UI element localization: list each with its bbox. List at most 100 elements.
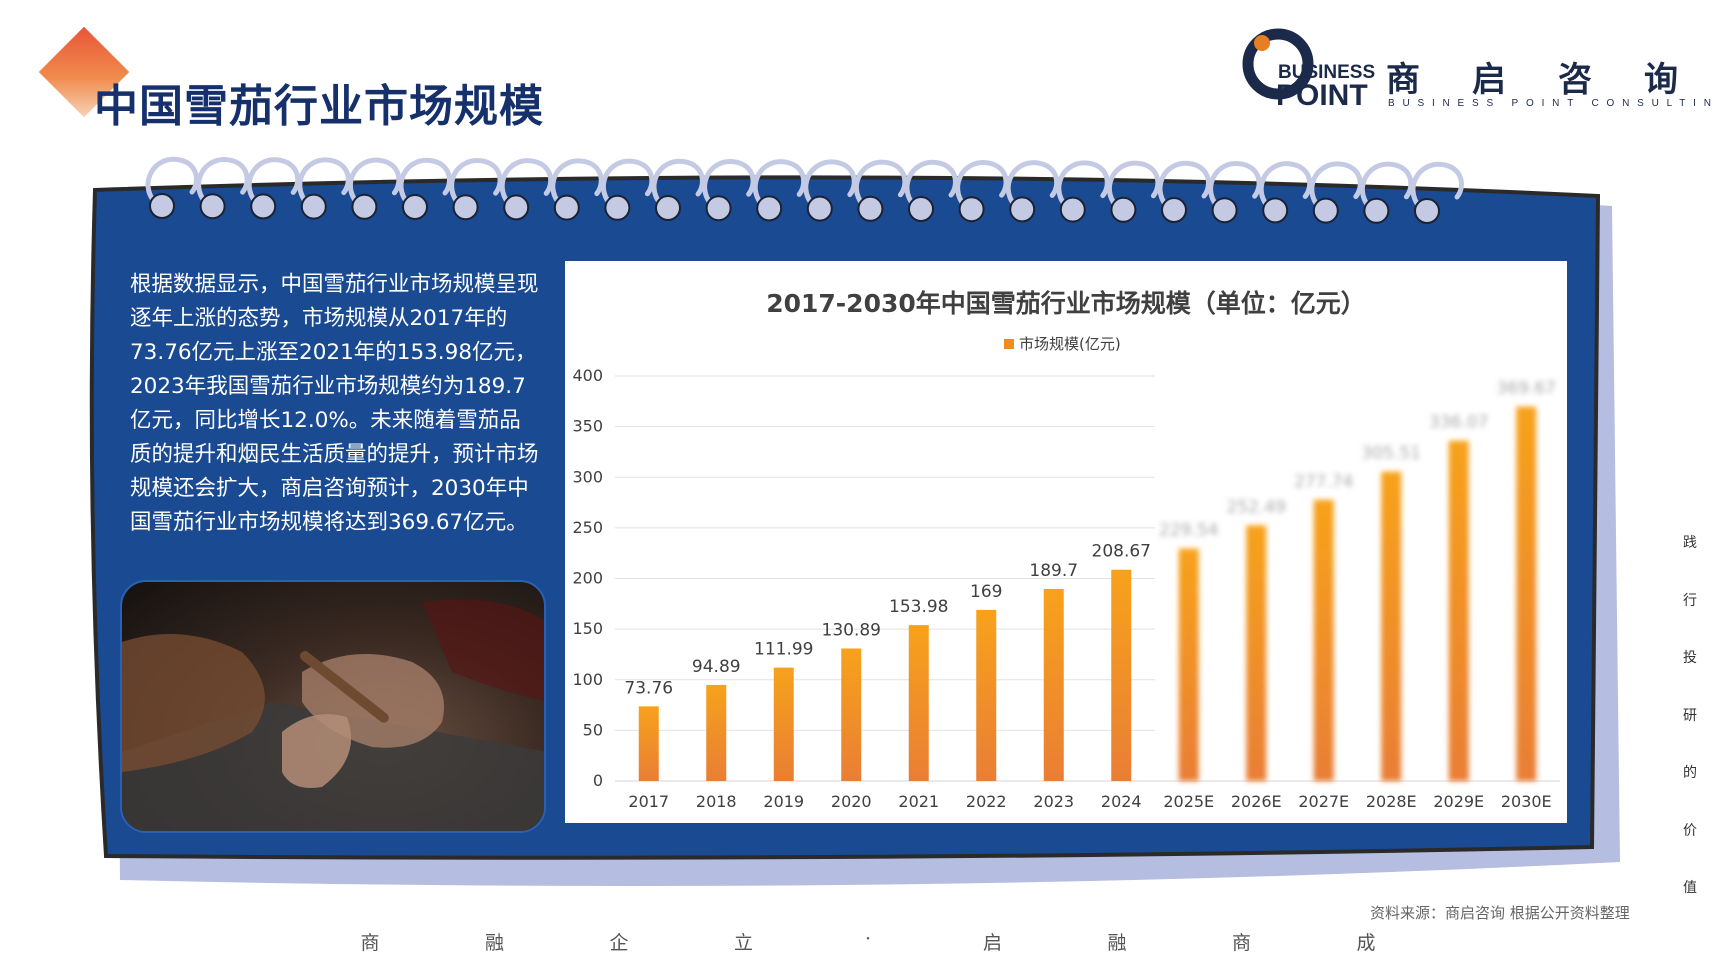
binder-ring [904,159,958,222]
binder-ring [854,159,908,222]
y-tick: 200 [572,569,1560,588]
vertical-motto-char: 行 [1683,592,1697,609]
vertical-motto: 践行投研的价值 [1680,532,1700,912]
bottom-motto-char: 融 [484,932,505,954]
x-tick-label: 2022 [966,792,1007,811]
chart-plot-area: 0 50 100 150 200 250 300 350 400 73.76 2017 94.89 20… [572,366,1560,811]
vertical-motto-char: 价 [1683,822,1697,839]
data-label: 229.54 [1159,521,1218,541]
legend-label: 市场规模(亿元) [1019,335,1121,353]
bar [1043,588,1064,781]
binder-ring [398,157,452,220]
bar-group: 111.99 2019 [754,640,813,811]
y-tick-label: 100 [572,670,603,689]
x-tick-label: 2029E [1433,792,1484,811]
source-note: 资料来源：商启咨询 根据公开资料整理 [1370,904,1630,922]
x-tick-label: 2019 [763,792,804,811]
x-tick-label: 2017 [628,792,669,811]
bar-group: 169 2022 [966,582,1007,811]
binder-ring [297,157,351,220]
bar [773,667,794,781]
bar [1516,406,1537,781]
bar-group: 73.76 2017 [624,678,673,811]
binder-ring [550,158,604,221]
logo-cn-char: 启 [1472,60,1506,100]
binder-ring [1107,160,1161,223]
logo-cn-name: 商 启 咨 询 [1386,52,1678,101]
binder-ring [1056,160,1110,223]
y-tick-label: 200 [572,569,603,588]
bottom-motto-char: 融 [1107,932,1127,954]
y-tick: 400 [572,366,1560,385]
data-label: 305.51 [1362,444,1421,464]
logo-cn-char: 询 [1644,60,1678,100]
binder-ring [1157,160,1211,223]
bar-group: 94.89 2018 [692,657,741,811]
x-tick-label: 2024 [1101,792,1142,811]
chart-title: 2017-2030年中国雪茄行业市场规模（单位：亿元） [766,289,1366,318]
bar-group: 369.67 2030E [1497,379,1556,811]
binder-ring [1309,161,1363,224]
binder-ring [803,159,857,222]
binder-ring [1360,161,1414,224]
bar [841,648,862,781]
bar [638,706,659,781]
bottom-motto-char: · [864,928,872,950]
bottom-motto-char: 启 [982,932,1003,954]
y-tick-label: 250 [572,518,603,537]
data-label: 169 [970,582,1002,602]
x-tick-label: 2021 [898,792,939,811]
binder-ring [1208,161,1262,224]
data-label: 153.98 [889,597,948,617]
chart-panel: 2017-2030年中国雪茄行业市场规模（单位：亿元） 市场规模(亿元) 0 50… [565,261,1567,823]
y-tick: 350 [572,417,1560,436]
bottom-motto: 商 融 企 立 · 启 融 商 成 [0,928,1714,958]
binder-ring [1258,161,1313,224]
y-tick-label: 350 [572,417,603,436]
y-tick: 0 [593,771,603,790]
bar [1246,525,1267,781]
bar [706,684,727,781]
y-tick: 250 [572,518,1560,537]
binder-ring [1410,161,1464,224]
y-tick: 100 [572,670,1560,689]
bottom-motto-char: 商 [360,932,380,954]
y-tick: 50 [583,720,1560,739]
market-size-bar-chart: 2017-2030年中国雪茄行业市场规模（单位：亿元） 市场规模(亿元) 0 50… [572,289,1560,811]
x-tick-label: 2018 [696,792,737,811]
y-tick: 300 [572,467,1560,486]
bar-group: 208.67 2024 [1092,542,1151,811]
bar-group: 130.89 2020 [822,620,881,811]
vertical-motto-char: 的 [1683,765,1697,781]
logo-cn-char: 商 [1386,60,1420,100]
bar-group: 336.07 2029E [1429,413,1488,811]
bar-group: 305.51 2028E [1362,444,1421,811]
data-label: 73.76 [624,678,673,698]
cigar-rolling-photo-icon [122,599,544,831]
data-label: 94.89 [692,657,741,677]
bar-group: 189.7 2023 [1029,561,1078,811]
vertical-motto-char: 研 [1683,707,1697,724]
vertical-motto-char: 践 [1683,535,1697,551]
logo-tagline: BUSINESS POINT CONSULTING [1388,98,1714,109]
bar-group: 277.74 2027E [1294,472,1353,811]
binder-ring [752,159,807,222]
binder-ring [651,158,705,221]
brand-logo: BUSINESS POINT 商 启 咨 询 BUSINESS POINT CO… [1238,22,1714,112]
logo-ring-icon [1242,28,1314,100]
description-text: 根据数据显示，中国雪茄行业市场规模呈现逐年上涨的态势，市场规模从2017年的73… [130,272,539,535]
data-label: 252.49 [1227,497,1286,517]
bar-group: 252.49 2026E [1227,497,1286,811]
binder-ring [955,160,1009,223]
y-tick: 150 [572,619,1560,638]
x-tick-label: 2023 [1033,792,1074,811]
logo-en-line2: POINT [1276,79,1368,112]
bar [908,625,929,781]
data-label: 189.7 [1029,561,1078,581]
x-tick-label: 2025E [1163,792,1214,811]
bar [1381,471,1402,781]
binder-ring [348,157,402,220]
y-tick-label: 300 [572,467,603,486]
bar [1178,548,1199,781]
x-tick-label: 2028E [1366,792,1417,811]
